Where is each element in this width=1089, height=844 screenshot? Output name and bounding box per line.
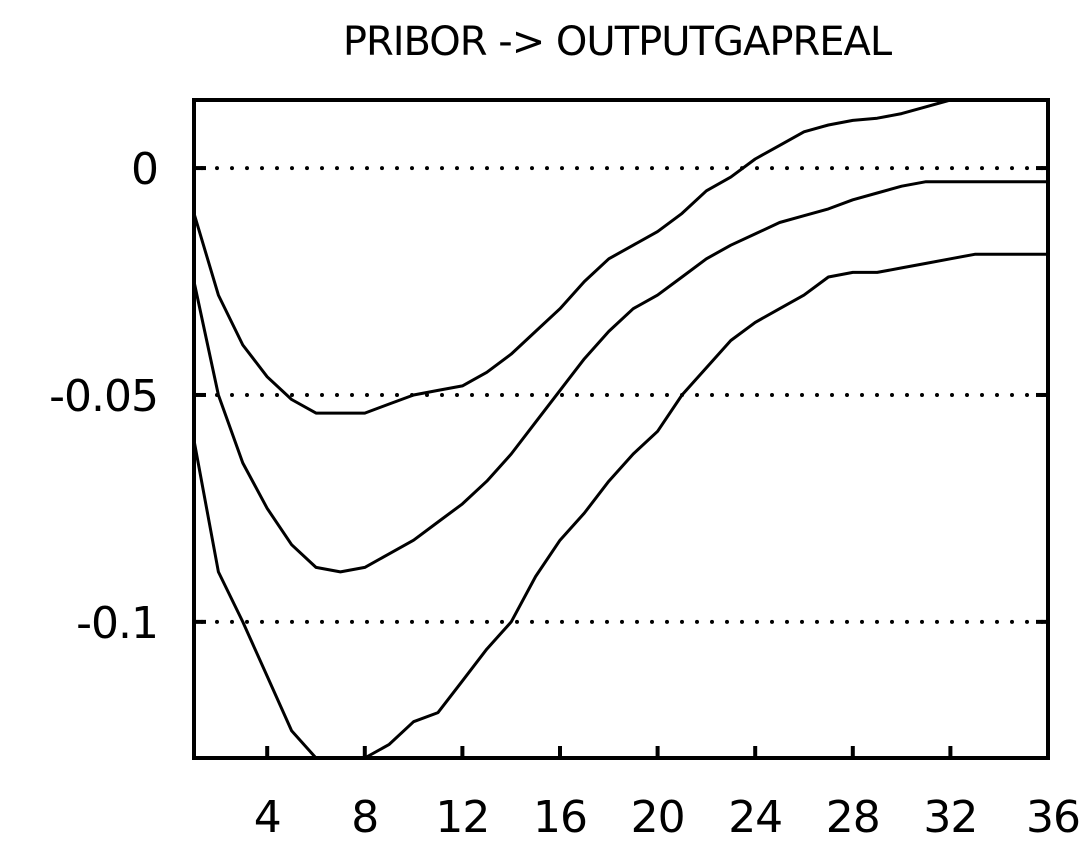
chart-title: PRIBOR -> OUTPUTGAPREAL bbox=[343, 19, 893, 65]
tick-labels: 4 8 12 16 20 24 28 32 36 0 -0.05 -0.1 bbox=[49, 144, 1081, 843]
x-tick-label: 20 bbox=[631, 792, 685, 843]
x-tick-label: 32 bbox=[923, 792, 977, 843]
x-tick-label: 16 bbox=[533, 792, 587, 843]
y-tick-label: -0.05 bbox=[49, 371, 158, 422]
x-tick-label: 24 bbox=[728, 792, 782, 843]
series-line-lower-band bbox=[192, 252, 1048, 760]
series-line-upper-band bbox=[192, 98, 1048, 415]
x-tick-label: 36 bbox=[1026, 792, 1080, 843]
grid-lines bbox=[200, 166, 1046, 624]
y-tick-label: 0 bbox=[131, 144, 158, 195]
series-line-median bbox=[192, 180, 1048, 574]
x-tick-label: 8 bbox=[351, 792, 378, 843]
x-tick-label: 28 bbox=[826, 792, 880, 843]
x-tick-label: 4 bbox=[254, 792, 281, 843]
y-tick-label: -0.1 bbox=[76, 598, 158, 649]
axis-ticks bbox=[194, 166, 1050, 758]
series-lines bbox=[192, 98, 1048, 760]
x-tick-label: 12 bbox=[435, 792, 489, 843]
plot-frame bbox=[192, 98, 1050, 760]
